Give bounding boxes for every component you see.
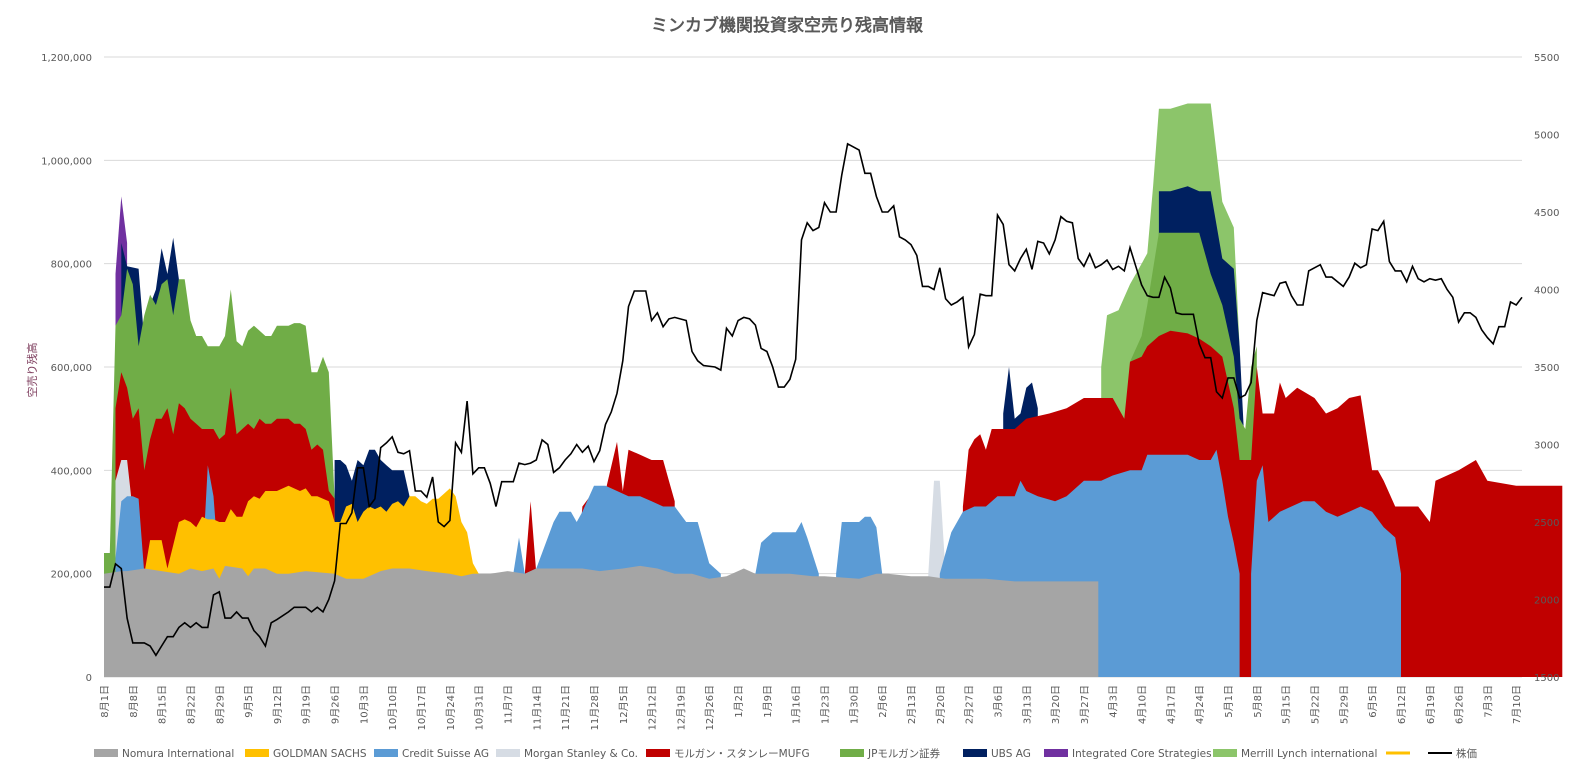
x-tick-label: 5月15日 (1281, 685, 1293, 724)
x-tick-label: 3月6日 (992, 685, 1004, 718)
right-tick-label: 3500 (1534, 363, 1559, 374)
x-axis-ticks: 8月1日 8月8日 8月15日 8月22日 8月29日 9月5日 9月12日 9月19日 9月2… (99, 685, 1523, 730)
legend-label: GOLDMAN SACHS (273, 748, 367, 760)
legend-swatch (496, 749, 520, 757)
left-tick-label: 1,000,000 (41, 156, 92, 167)
x-tick-label: 9月19日 (301, 685, 313, 724)
legend-label: Credit Suisse AG (402, 748, 489, 760)
legend-swatch (374, 749, 398, 757)
area-nomura-international (104, 565, 1099, 677)
x-tick-label: 4月10日 (1137, 685, 1149, 724)
x-tick-label: 9月5日 (243, 685, 255, 718)
legend-label: Integrated Core Strategies (1072, 748, 1212, 760)
stock-price-line (104, 142, 1523, 657)
x-tick-label: 4月17日 (1165, 685, 1177, 724)
x-tick-label: 10月3日 (358, 685, 370, 724)
legend-swatch (1213, 749, 1237, 757)
x-tick-label: 10月31日 (474, 685, 486, 730)
x-tick-label: 11月14日 (531, 685, 543, 730)
left-tick-label: 0 (86, 673, 92, 684)
x-tick-label: 11月7日 (502, 685, 514, 724)
x-tick-label: 11月21日 (560, 685, 572, 730)
x-tick-label: 12月26日 (704, 685, 716, 730)
legend-label: Nomura International (122, 748, 234, 760)
x-tick-label: 1月30日 (848, 685, 860, 724)
left-axis-ticks: 0 200,000 400,000 600,000 800,000 1,000,000 1,… (41, 53, 92, 684)
x-tick-label: 5月1日 (1223, 685, 1235, 718)
x-tick-label: 6月12日 (1396, 685, 1408, 724)
x-tick-label: 4月3日 (1108, 685, 1120, 718)
x-tick-label: 1月16日 (791, 685, 803, 724)
x-tick-label: 2月6日 (877, 685, 889, 718)
x-tick-label: 8月1日 (99, 685, 111, 718)
x-tick-label: 4月24日 (1194, 685, 1206, 724)
x-tick-label: 5月22日 (1309, 685, 1321, 724)
x-tick-label: 1月23日 (820, 685, 832, 724)
legend-label: UBS AG (991, 748, 1031, 760)
right-tick-label: 4500 (1534, 208, 1559, 219)
x-tick-label: 1月2日 (733, 685, 745, 718)
left-tick-label: 400,000 (51, 466, 92, 477)
chart-title: ミンカブ機関投資家空売り残高情報 (651, 15, 924, 36)
x-tick-label: 12月12日 (647, 685, 659, 730)
right-tick-label: 5500 (1534, 53, 1559, 64)
right-axis-ticks: 1500 2000 2500 3000 3500 4000 4500 5000 5500 (1534, 53, 1559, 684)
x-tick-label: 10月17日 (416, 685, 428, 730)
x-tick-label: 5月29日 (1338, 685, 1350, 724)
x-tick-label: 10月10日 (387, 685, 399, 730)
x-tick-label: 8月8日 (128, 685, 140, 718)
x-tick-label: 6月26日 (1454, 685, 1466, 724)
right-tick-label: 3000 (1534, 441, 1559, 452)
x-tick-label: 3月13日 (1021, 685, 1033, 724)
x-tick-label: 7月3日 (1482, 685, 1494, 718)
x-tick-label: 6月5日 (1367, 685, 1379, 718)
y-axis-label: 空売り残高 (25, 343, 39, 398)
legend-label: Merrill Lynch international (1241, 748, 1377, 760)
left-tick-label: 600,000 (51, 363, 92, 374)
x-tick-label: 2月13日 (906, 685, 918, 724)
right-tick-label: 2000 (1534, 596, 1559, 607)
x-tick-label: 5月8日 (1252, 685, 1264, 718)
right-tick-label: 1500 (1534, 673, 1559, 684)
x-tick-label: 6月19日 (1425, 685, 1437, 724)
legend-swatch (963, 749, 987, 757)
stock-price-line-group (104, 142, 1523, 657)
x-tick-label: 2月20日 (935, 685, 947, 724)
x-tick-label: 1月9日 (762, 685, 774, 718)
x-tick-label: 11月28日 (589, 685, 601, 730)
area-series-group (104, 103, 1563, 677)
right-tick-label: 2500 (1534, 518, 1559, 529)
x-tick-label: 3月20日 (1050, 685, 1062, 724)
right-tick-label: 5000 (1534, 131, 1559, 142)
x-tick-label: 12月5日 (618, 685, 630, 724)
legend-label: Morgan Stanley & Co. (524, 748, 638, 760)
x-tick-label: 3月27日 (1079, 685, 1091, 724)
legend-label: JPモルガン証券 (867, 747, 941, 760)
legend-label: モルガン・スタンレーMUFG (674, 748, 810, 760)
legend: Nomura International GOLDMAN SACHS Credit … (94, 747, 1477, 760)
x-tick-label: 12月19日 (675, 685, 687, 730)
legend-swatch (245, 749, 269, 757)
x-tick-label: 2月27日 (964, 685, 976, 724)
left-tick-label: 1,200,000 (41, 53, 92, 64)
legend-swatch (840, 749, 864, 757)
legend-swatch (1044, 749, 1068, 757)
left-tick-label: 800,000 (51, 260, 92, 271)
left-tick-label: 200,000 (51, 570, 92, 581)
x-tick-label: 10月24日 (445, 685, 457, 730)
legend-swatch (94, 749, 118, 757)
x-tick-label: 7月10日 (1511, 685, 1523, 724)
x-tick-label: 9月26日 (330, 685, 342, 724)
legend-swatch (646, 749, 670, 757)
right-tick-label: 4000 (1534, 286, 1559, 297)
x-tick-label: 8月22日 (185, 685, 197, 724)
legend-label: 株価 (1456, 747, 1477, 760)
x-tick-label: 8月15日 (157, 685, 169, 724)
x-tick-label: 8月29日 (214, 685, 226, 724)
x-tick-label: 9月12日 (272, 685, 284, 724)
